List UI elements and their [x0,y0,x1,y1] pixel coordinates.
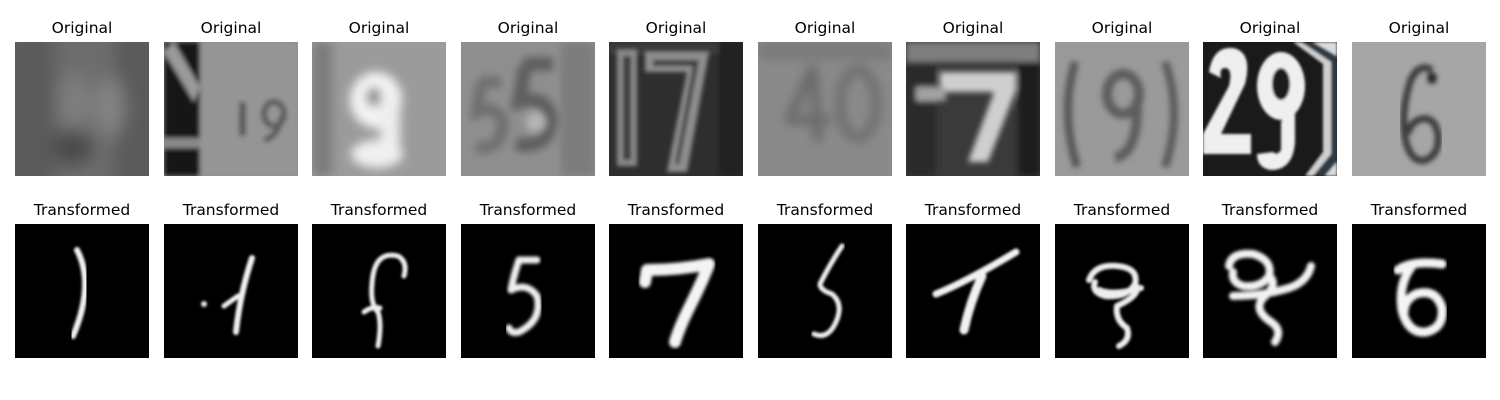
transformed-image [906,224,1040,358]
original-image [312,42,446,176]
original-image [461,42,595,176]
panel-title: Original [200,19,262,37]
transformed-image [758,224,892,358]
panel-title: Original [348,19,410,37]
original-image [609,42,743,176]
transformed-image [1055,224,1189,358]
panel-title: Original [645,19,707,37]
panel-title: Original [1091,19,1153,37]
original-image [15,42,149,176]
panel-title: Original [794,19,856,37]
panel-title: Transformed [1370,201,1468,219]
transformed-image [312,224,446,358]
panel-title: Transformed [776,201,874,219]
panel-title: Transformed [330,201,428,219]
original-image [906,42,1040,176]
transformed-image [461,224,595,358]
panel-title: Transformed [33,201,131,219]
original-image [1055,42,1189,176]
original-image [1352,42,1486,176]
panel-title: Transformed [479,201,577,219]
panel-title: Transformed [182,201,280,219]
panel-title: Original [1239,19,1301,37]
panel-title: Original [1388,19,1450,37]
panel-title: Transformed [1221,201,1319,219]
original-image [758,42,892,176]
transformed-image [1352,224,1486,358]
transformed-image [164,224,298,358]
transformed-image [609,224,743,358]
transformed-image [1203,224,1337,358]
panel-title: Original [497,19,559,37]
panel-title: Original [942,19,1004,37]
panel-title: Transformed [924,201,1022,219]
transformed-image [15,224,149,358]
original-image [1203,42,1337,176]
panel-title: Transformed [627,201,725,219]
panel-title: Transformed [1073,201,1171,219]
panel-title: Original [51,19,113,37]
original-image [164,42,298,176]
